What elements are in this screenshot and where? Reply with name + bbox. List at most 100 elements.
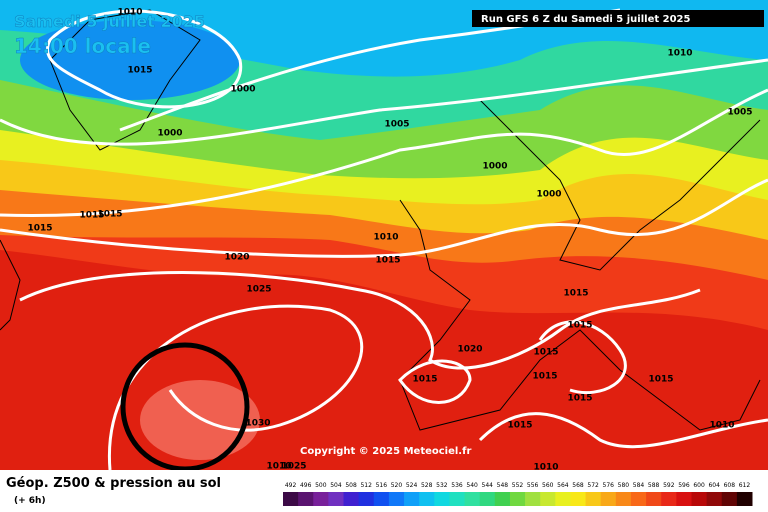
scale-swatch: [509, 492, 526, 506]
scale-swatch: [570, 492, 587, 506]
scale-label: 512: [360, 482, 372, 489]
isobar-label: 1015: [507, 421, 532, 431]
isobar-label: 1030: [245, 419, 270, 429]
scale-label: 548: [497, 482, 509, 489]
isobar-label: 1010: [266, 462, 291, 472]
isobar-label: 1015: [127, 66, 152, 76]
scale-label: 520: [391, 482, 403, 489]
scale-swatch: [691, 492, 708, 506]
isobar-label: 1015: [79, 211, 104, 221]
scale-swatch: [630, 492, 647, 506]
scale-swatch: [373, 492, 390, 506]
isobar-label: 1025: [281, 462, 306, 472]
scale-label: 556: [527, 482, 539, 489]
isobar-label: 1015: [532, 372, 557, 382]
scale-label: 572: [587, 482, 599, 489]
scale-label: 560: [542, 482, 554, 489]
scale-swatch: [661, 492, 677, 506]
scale-label: 508: [345, 482, 357, 489]
scale-swatch: [358, 492, 375, 506]
highlight-circle: [120, 342, 250, 472]
isobar-label: 1015: [412, 375, 437, 385]
scale-swatch: [585, 492, 602, 506]
isobar-label: 1015: [563, 289, 588, 299]
run-info: Run GFS 6 Z du Samedi 5 juillet 2025: [481, 14, 690, 25]
scale-swatch: [464, 492, 481, 506]
isobar-label: 1010: [117, 8, 142, 18]
scale-label: 496: [300, 482, 312, 489]
scale-swatch: [328, 492, 345, 506]
isobar-label: 1005: [384, 120, 409, 130]
isobar-label: 1020: [224, 253, 249, 263]
scale-swatch: [540, 492, 556, 506]
isobar-label: 1015: [375, 256, 400, 266]
scale-swatch: [343, 492, 360, 506]
scale-label: 504: [330, 482, 342, 489]
isobar-label: 1010: [533, 463, 558, 473]
scale-swatch: [721, 492, 738, 506]
scale-label: 516: [376, 482, 388, 489]
scale-swatch: [283, 492, 299, 506]
scale-swatch: [388, 492, 405, 506]
legend-title: Géop. Z500 & pression au sol: [6, 476, 221, 491]
isobar-label: 1000: [157, 129, 182, 139]
scale-swatch: [494, 492, 511, 506]
isobar-label: 1005: [727, 108, 752, 118]
scale-swatch: [525, 492, 541, 506]
run-box: [472, 10, 764, 27]
isobar-label: 1015: [533, 348, 558, 358]
isobar-labels: 1010 1015 1000 1000 1005 1010 1005 1000 …: [27, 8, 752, 473]
scale-label: 524: [406, 482, 418, 489]
scale-label: 604: [708, 482, 720, 489]
scale-label: 564: [557, 482, 569, 489]
scale-swatch: [736, 492, 753, 506]
scale-swatch: [646, 492, 662, 506]
scale-label: 532: [436, 482, 448, 489]
scale-label: 492: [285, 482, 297, 489]
scale-swatch: [404, 492, 420, 506]
scale-swatch: [298, 492, 314, 506]
scale-label: 612: [739, 482, 751, 489]
isobar-label: 1010: [373, 233, 398, 243]
isobar-label: 1010: [709, 421, 734, 431]
scale-label: 592: [663, 482, 675, 489]
isobar-label: 1015: [648, 375, 673, 385]
isobar-label: 1015: [567, 394, 592, 404]
isobar-label: 1000: [482, 162, 507, 172]
scale-swatch: [555, 492, 571, 506]
scale-label: 588: [648, 482, 660, 489]
scale-label: 596: [678, 482, 690, 489]
isobar-label: 1010: [667, 49, 692, 59]
scale-label: 580: [618, 482, 630, 489]
isobar-label: 1025: [246, 285, 271, 295]
scale-swatch: [313, 492, 329, 506]
isobar-label: 1020: [457, 345, 482, 355]
scale-label: 584: [633, 482, 645, 489]
scale-swatch: [449, 492, 466, 506]
scale-swatch: [479, 492, 496, 506]
scale-label: 536: [451, 482, 463, 489]
isobar-label: 1015: [567, 321, 592, 331]
coastlines: [0, 9, 761, 431]
scale-swatch: [419, 492, 435, 506]
scale-label: 528: [421, 482, 433, 489]
isobar-label: 1000: [536, 190, 561, 200]
scale-label: 540: [466, 482, 478, 489]
scale-swatch: [434, 492, 450, 506]
scale-label: 552: [512, 482, 524, 489]
scale-label: 500: [315, 482, 327, 489]
scale-swatch: [600, 492, 617, 506]
scale-swatch: [706, 492, 723, 506]
isobar-label: 1015: [97, 210, 122, 220]
color-scale: 492 496 500 504 508 512 516 520 524 528 532 536 540 5…: [283, 482, 753, 506]
legend-subtitle: (+ 6h): [14, 496, 46, 506]
scale-swatch: [615, 492, 632, 506]
scale-label: 544: [482, 482, 494, 489]
scale-label: 600: [693, 482, 705, 489]
scale-label: 576: [603, 482, 615, 489]
scale-swatch: [676, 492, 692, 506]
scale-label: 568: [572, 482, 584, 489]
date: Samedi 5 juillet 2025: [14, 12, 205, 31]
time: 14:00 locale: [14, 34, 151, 58]
